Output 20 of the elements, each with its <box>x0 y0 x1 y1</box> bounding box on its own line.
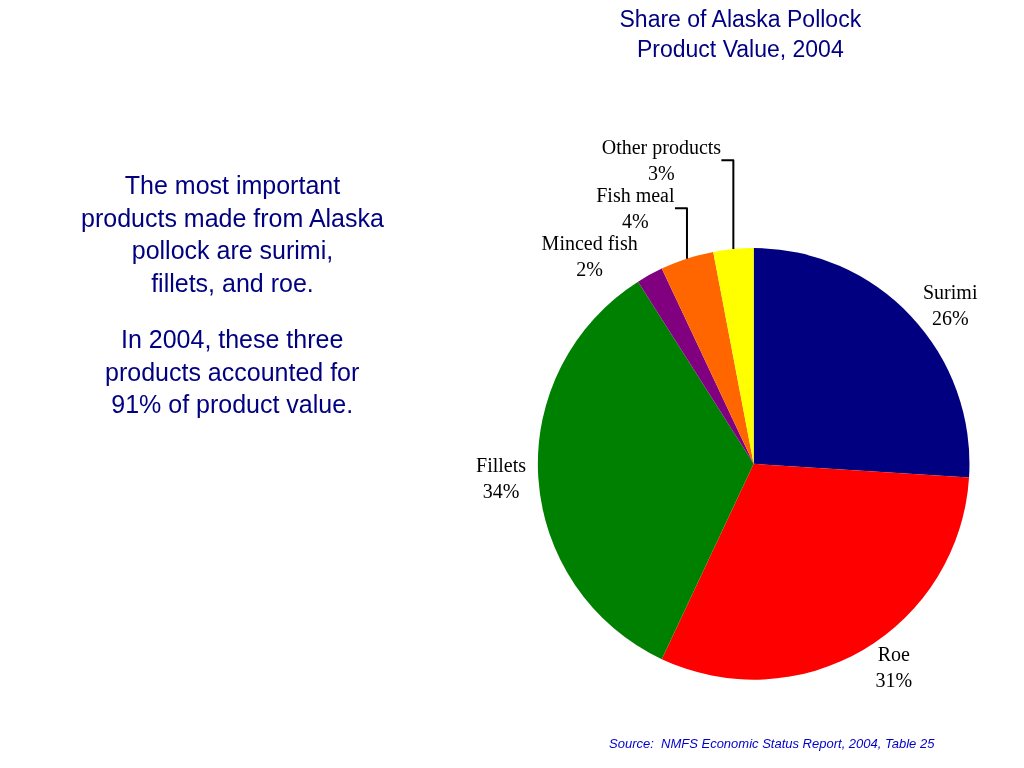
slice-label: Roe <box>877 643 911 666</box>
data-label: 26% <box>931 306 969 329</box>
pie-slice <box>661 251 754 464</box>
source-note: Source: NMFS Economic Status Report, 2004, Table 25 <box>609 736 936 751</box>
pie-slice <box>713 248 754 464</box>
pie-slice <box>537 281 754 660</box>
data-label: 34% <box>482 479 520 502</box>
slice-label: Surimi <box>922 280 978 303</box>
data-label: 2% <box>576 258 603 281</box>
slice-label: Other products <box>601 136 722 160</box>
pie-slice <box>638 268 754 464</box>
data-label: 31% <box>875 669 913 692</box>
text: The most important products made from Alaska pollock are surimi, fillets, and roe. <box>81 171 385 297</box>
slice-label: Fish meal <box>596 184 675 207</box>
slice-label: Fillets <box>476 453 527 476</box>
chart-title: Share of Alaska Pollock Product Value, 2004 <box>619 5 862 62</box>
slice-label: Minced fish <box>541 232 638 255</box>
text: In 2004, these three products accounted for 91% of product value. <box>105 325 360 418</box>
data-label: 3% <box>648 162 675 185</box>
data-label: 4% <box>622 210 649 233</box>
